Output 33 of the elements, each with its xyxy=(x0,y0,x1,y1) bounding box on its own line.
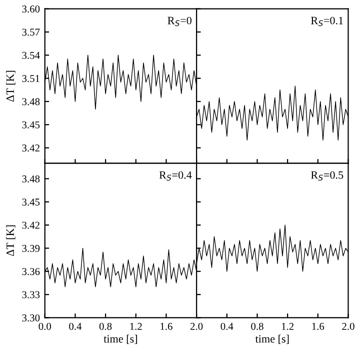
x-tick-label: 2.0 xyxy=(342,322,354,330)
y-axis-title: ΔT [K] xyxy=(6,225,16,256)
y-tick-label: 3.48 xyxy=(22,175,40,182)
y-tick-label: 3.57 xyxy=(22,28,40,36)
x-tick-label: 0.8 xyxy=(251,322,264,330)
y-tick-label: 3.30 xyxy=(22,314,40,322)
x-axis-title: time [s] xyxy=(104,334,138,344)
x-tick-label: 1.6 xyxy=(160,322,172,330)
y-tick-label: 3.39 xyxy=(22,244,40,252)
annotation: R$_{S}$=0.1 xyxy=(311,16,343,26)
y-tick-label: 3.51 xyxy=(22,75,40,82)
y-tick-label: 3.36 xyxy=(22,268,40,276)
y-tick-label: 3.33 xyxy=(22,291,40,298)
y-axis-title: ΔT [K] xyxy=(6,70,16,102)
x-tick-label: 1.6 xyxy=(312,322,324,330)
x-tick-label: 1.2 xyxy=(282,322,294,330)
x-tick-label: 0.8 xyxy=(99,322,112,330)
y-tick-label: 3.60 xyxy=(22,6,40,13)
annotation: R$_{S}$=0.4 xyxy=(159,171,192,181)
x-tick-label: 0.4 xyxy=(220,322,234,330)
annotation: R$_{S}$=0.5 xyxy=(311,171,344,181)
y-tick-label: 3.48 xyxy=(22,98,40,106)
x-tick-label: 1.2 xyxy=(130,322,142,330)
y-tick-label: 3.54 xyxy=(22,52,40,59)
y-tick-label: 3.45 xyxy=(22,121,40,128)
x-axis-title: time [s] xyxy=(255,334,289,344)
y-tick-label: 3.42 xyxy=(22,222,40,229)
y-tick-label: 3.42 xyxy=(22,144,40,152)
x-tick-label: 2.0 xyxy=(190,322,203,330)
x-tick-label: 0.4 xyxy=(69,322,82,330)
x-tick-label: 0.0 xyxy=(38,322,51,330)
y-tick-label: 3.45 xyxy=(22,198,40,206)
annotation: R$_{S}$=0 xyxy=(168,16,192,26)
